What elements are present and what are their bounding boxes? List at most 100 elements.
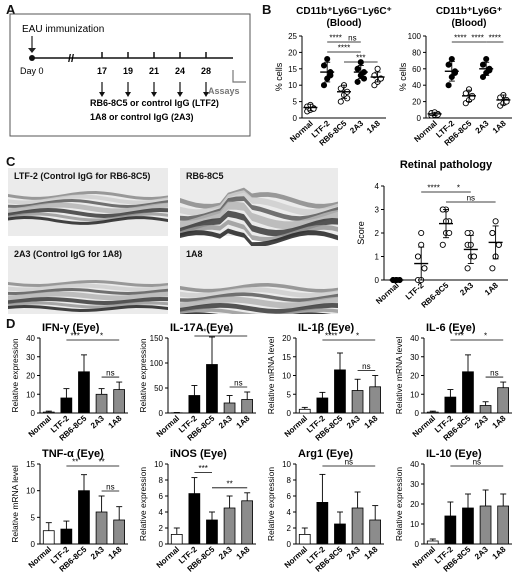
sig-label: **	[72, 458, 78, 467]
y-axis-label: Relative mRNA level	[394, 337, 404, 415]
x-tick-label: LTF-2	[404, 280, 426, 301]
sig-label: ***	[356, 54, 365, 63]
y-tick-label: 20	[410, 500, 419, 509]
y-tick-label: 30	[410, 353, 419, 362]
retina-layer	[180, 312, 332, 314]
retina-layer	[180, 228, 338, 247]
sig-label: ns	[345, 458, 353, 467]
y-tick-label: 0	[417, 114, 422, 123]
sig-label: ****	[325, 332, 337, 341]
y-axis-label: Relative expression	[10, 338, 20, 412]
y-tick-label: 30	[26, 353, 35, 362]
y-axis-label: % cells	[398, 62, 408, 91]
data-bar	[60, 528, 73, 545]
y-axis-label: Score	[356, 221, 366, 245]
data-point	[445, 61, 452, 68]
y-tick-label: 20	[412, 98, 421, 107]
retina-image-grid: LTF-2 (Control IgG for RB6-8C5) RB6-8C5 2A…	[8, 164, 338, 314]
sig-label: **	[226, 479, 232, 488]
retina-image-label: LTF-2 (Control IgG for RB6-8C5)	[14, 171, 150, 181]
sig-label: ****	[329, 34, 341, 43]
y-tick-label: 0	[159, 409, 164, 418]
y-tick-label: 2	[375, 229, 380, 238]
sig-label: *	[100, 332, 103, 341]
x-tick-label: 1A8	[363, 413, 380, 430]
day-label: 24	[175, 66, 185, 76]
chart-subtitle: (Blood)	[327, 18, 362, 29]
x-tick-label: 1A8	[483, 280, 500, 297]
y-tick-label: 80	[412, 48, 421, 57]
sig-label: ns	[490, 369, 498, 378]
y-tick-label: 20	[26, 372, 35, 381]
data-bar	[497, 387, 509, 414]
sig-label: ns	[362, 362, 370, 371]
retina-image: 1A8	[180, 246, 338, 314]
panel-letter-a: A	[6, 2, 16, 17]
retina-image: 2A3 (Control IgG for 1A8)	[8, 246, 168, 314]
panel-letter-d: D	[6, 316, 16, 331]
y-tick-label: 15	[26, 460, 35, 469]
y-tick-label: 0	[287, 540, 292, 549]
x-tick-label: 1A8	[107, 413, 124, 430]
data-bar	[462, 371, 474, 414]
x-tick-label: 2A3	[474, 118, 491, 135]
retina-images-svg: LTF-2 (Control IgG for RB6-8C5) RB6-8C5 2A…	[8, 168, 338, 314]
data-point	[479, 61, 487, 68]
data-point	[489, 229, 496, 237]
retina-layer	[8, 305, 168, 312]
data-bar	[170, 534, 183, 545]
y-tick-label: 0	[415, 540, 420, 549]
y-tick-label: 10	[410, 390, 419, 399]
data-point	[445, 82, 452, 89]
y-tick-label: 40	[412, 81, 421, 90]
sig-label: ***	[199, 464, 208, 473]
retina-image-label: 2A3 (Control IgG for 1A8)	[14, 249, 122, 259]
immunization-label: EAU immunization	[22, 24, 104, 35]
y-tick-label: 0	[31, 409, 36, 418]
y-tick-label: 0	[415, 409, 420, 418]
x-tick-label: 1A8	[235, 544, 252, 561]
sig-label: ****	[338, 44, 350, 53]
y-tick-label: 4	[375, 182, 380, 191]
sig-label: ns	[106, 369, 114, 378]
y-axis-label: Relative mRNA level	[266, 337, 276, 415]
data-point	[464, 229, 471, 237]
data-bar	[42, 530, 55, 545]
y-tick-label: 20	[288, 48, 297, 57]
data-bar	[462, 507, 474, 545]
y-tick-label: 10	[288, 81, 297, 90]
day-label: 19	[123, 66, 133, 76]
y-tick-label: 10	[410, 520, 419, 529]
y-tick-label: 10	[282, 460, 291, 469]
data-point	[470, 253, 478, 260]
x-tick-label: 2A3	[458, 280, 475, 297]
sig-label: ns	[234, 379, 242, 388]
data-point	[448, 55, 455, 63]
data-bar	[95, 393, 108, 414]
day-label: 21	[149, 66, 159, 76]
retina-layer	[180, 283, 338, 293]
chart-title: IL-1β (Eye)	[298, 322, 355, 334]
data-point	[439, 241, 446, 248]
y-tick-label: 20	[410, 372, 419, 381]
day-label: 17	[97, 66, 107, 76]
data-bar	[334, 523, 346, 545]
chart-title: Retinal pathology	[400, 159, 493, 171]
y-tick-label: 40	[26, 334, 35, 343]
x-tick-label: 1A8	[365, 118, 382, 135]
data-bar	[479, 405, 492, 414]
x-tick-label: 2A3	[217, 544, 234, 561]
data-point	[327, 72, 334, 79]
y-axis-label: % cells	[274, 62, 284, 91]
y-tick-label: 2	[287, 524, 292, 533]
sig-label: ns	[473, 458, 481, 467]
x-tick-label: 1A8	[491, 413, 508, 430]
panel-letter-c: C	[6, 154, 16, 169]
y-tick-label: 60	[412, 65, 421, 74]
chart-title: TNF-α (Eye)	[42, 448, 104, 460]
